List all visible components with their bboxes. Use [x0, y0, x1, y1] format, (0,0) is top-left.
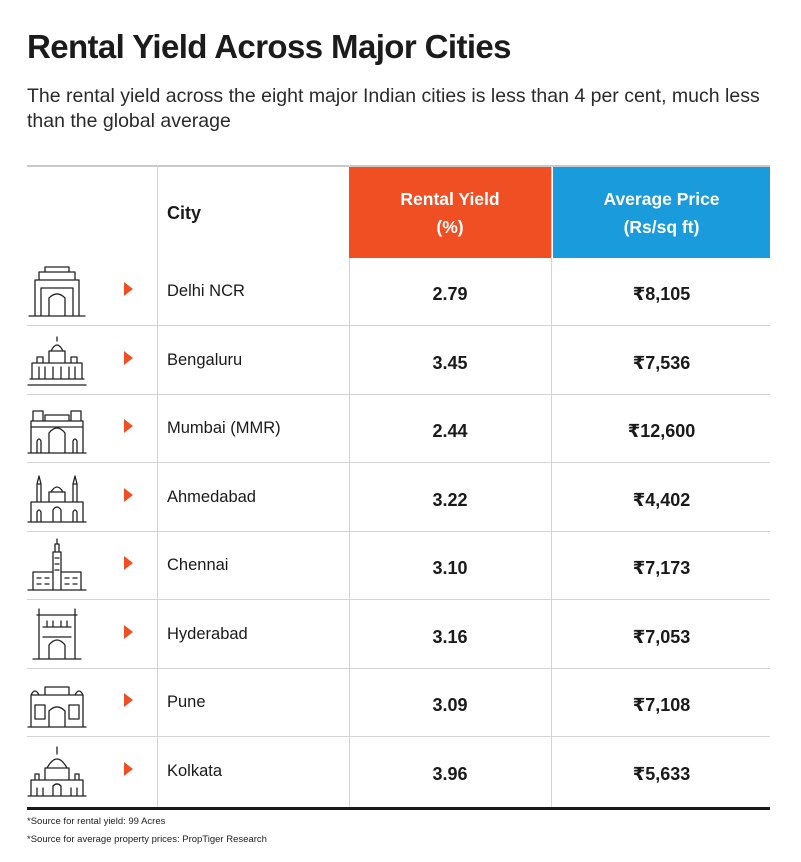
city-name: Ahmedabad	[167, 487, 256, 506]
table-row: Chennai 3.10 ₹7,173	[27, 532, 770, 600]
average-price-value: ₹8,105	[632, 284, 691, 304]
rental-yield-table: City Rental Yield (%) Average Price (Rs/…	[27, 165, 770, 810]
header-rental-yield: Rental Yield (%)	[349, 167, 551, 258]
average-price-value: ₹5,633	[632, 763, 691, 784]
gateway-of-india-icon	[27, 401, 87, 455]
jama-masjid-icon	[27, 470, 87, 524]
city-name: Chennai	[167, 556, 229, 574]
column-divider	[349, 165, 350, 807]
lic-building-icon	[27, 538, 87, 592]
arrow-right-icon	[124, 487, 133, 502]
table-row: Ahmedabad 3.22 ₹4,402	[27, 464, 770, 532]
arrow-right-icon	[124, 761, 133, 776]
table-top-rule	[27, 165, 770, 167]
row-divider	[27, 599, 770, 600]
average-price-value: ₹7,173	[632, 558, 691, 578]
average-price-value: ₹7,053	[632, 626, 691, 647]
table-bottom-rule	[27, 807, 770, 810]
arrow-right-icon	[124, 419, 133, 433]
row-divider	[27, 667, 770, 669]
arrow-right-icon	[124, 693, 133, 707]
rental-yield-value: 3.22	[432, 489, 468, 510]
average-price-value: ₹7,536	[632, 352, 691, 373]
average-price-value: ₹4,402	[632, 489, 691, 510]
footnote-price-source: *Source for average property prices: Pro…	[27, 834, 267, 845]
rental-yield-value: 3.16	[432, 626, 468, 647]
header-city: City	[167, 203, 202, 223]
city-name: Delhi NCR	[167, 282, 245, 300]
rental-yield-value: 3.45	[432, 352, 468, 373]
rental-yield-value: 3.10	[432, 558, 468, 578]
table-row: Bengaluru 3.45 ₹7,536	[27, 327, 770, 395]
rental-yield-value: 3.96	[432, 763, 468, 784]
chart-title: Rental Yield Across Major Cities	[27, 28, 512, 65]
row-divider	[27, 736, 770, 737]
victoria-memorial-icon	[27, 744, 87, 798]
rental-yield-value: 3.09	[432, 695, 468, 715]
average-price-value: ₹12,600	[627, 421, 696, 441]
header-average-price-unit: (Rs/sq ft)	[623, 216, 700, 237]
table-row: Mumbai (MMR) 2.44 ₹12,600	[27, 395, 770, 463]
column-divider	[157, 165, 158, 807]
rental-yield-value: 2.79	[432, 284, 468, 304]
city-name: Bengaluru	[167, 350, 243, 369]
charminar-icon	[27, 607, 87, 661]
header-average-price-label: Average Price	[603, 188, 720, 209]
rental-yield-value: 2.44	[432, 421, 468, 441]
table-row: Kolkata 3.96 ₹5,633	[27, 738, 770, 806]
average-price-value: ₹7,108	[632, 695, 691, 715]
india-gate-icon	[27, 264, 87, 318]
table-row: Pune 3.09 ₹7,108	[27, 669, 770, 737]
header-rental-yield-unit: (%)	[436, 216, 464, 237]
table-row: Delhi NCR 2.79 ₹8,105	[27, 258, 770, 326]
row-divider	[27, 325, 770, 326]
header-rental-yield-label: Rental Yield	[400, 188, 500, 209]
header-average-price: Average Price (Rs/sq ft)	[553, 167, 770, 258]
arrow-right-icon	[124, 350, 133, 365]
column-divider	[551, 165, 552, 807]
city-name: Mumbai (MMR)	[167, 419, 281, 437]
chart-subtitle: The rental yield across the eight major …	[27, 85, 760, 132]
row-divider	[27, 530, 770, 532]
table-row: Hyderabad 3.16 ₹7,053	[27, 601, 770, 669]
shaniwar-wada-icon	[27, 675, 87, 729]
vidhana-soudha-icon	[27, 333, 87, 387]
row-divider	[27, 462, 770, 463]
arrow-right-icon	[124, 282, 133, 296]
arrow-right-icon	[124, 624, 133, 639]
city-name: Kolkata	[167, 761, 223, 780]
city-name: Hyderabad	[167, 624, 248, 643]
footnote-yield-source: *Source for rental yield: 99 Acres	[27, 816, 166, 827]
city-name: Pune	[167, 693, 206, 711]
row-divider	[27, 393, 770, 395]
arrow-right-icon	[124, 556, 133, 570]
